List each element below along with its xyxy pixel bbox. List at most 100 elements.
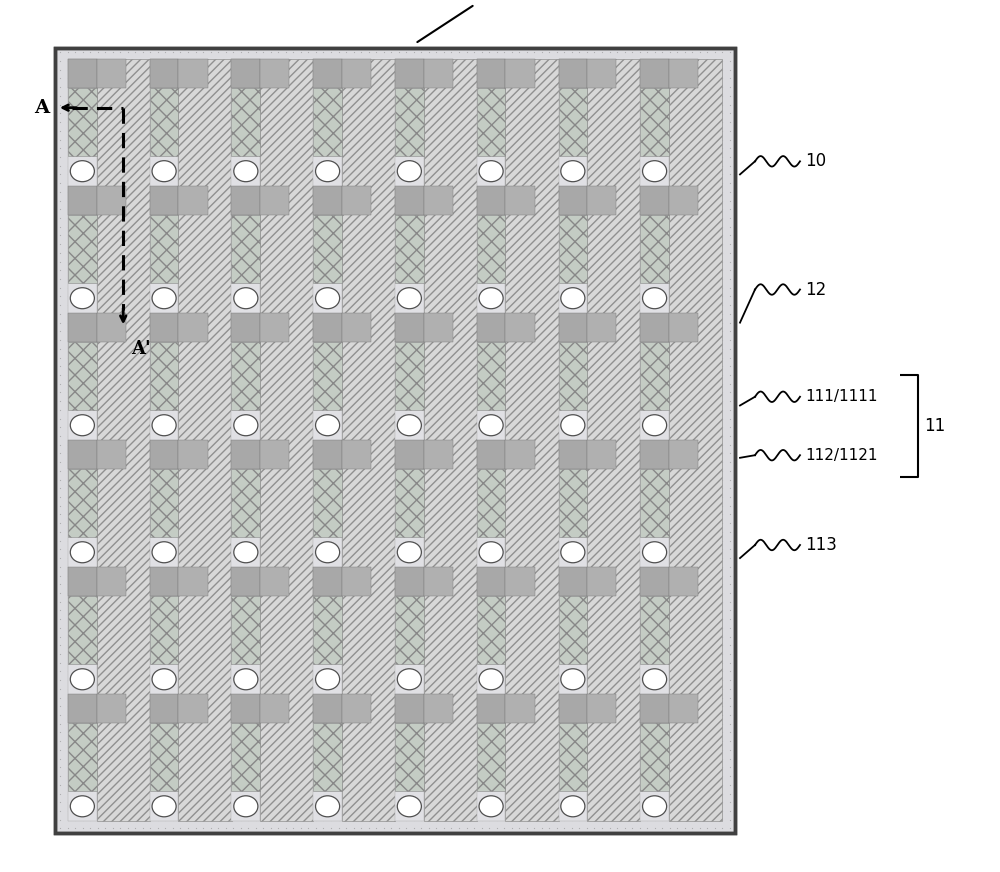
Point	[172, 80, 188, 94]
Point	[97, 194, 113, 208]
Point	[489, 656, 505, 670]
Point	[368, 394, 384, 408]
Point	[127, 464, 143, 478]
Point	[489, 281, 505, 295]
Point	[564, 115, 580, 129]
Point	[97, 141, 113, 155]
Point	[82, 586, 98, 600]
Point	[707, 403, 723, 417]
Point	[308, 446, 324, 460]
Point	[97, 290, 113, 303]
Point	[707, 141, 723, 155]
Point	[398, 481, 414, 495]
Point	[293, 194, 309, 208]
Point	[285, 324, 301, 338]
Bar	[395, 343, 424, 410]
Point	[105, 673, 121, 687]
Point	[632, 508, 648, 521]
Point	[722, 795, 738, 809]
Point	[97, 647, 113, 661]
Point	[609, 385, 625, 399]
Point	[331, 237, 347, 251]
Point	[459, 298, 475, 312]
Point	[647, 211, 663, 225]
Point	[571, 176, 587, 190]
Point	[632, 429, 648, 443]
Point	[150, 647, 166, 661]
Point	[564, 298, 580, 312]
Point	[684, 673, 700, 687]
Point	[714, 45, 730, 59]
Point	[255, 778, 271, 792]
Point	[331, 124, 347, 138]
Point	[90, 769, 106, 783]
Point	[586, 403, 602, 417]
Point	[323, 385, 339, 399]
Point	[225, 464, 241, 478]
Point	[571, 246, 587, 260]
Point	[519, 682, 535, 696]
Point	[526, 237, 542, 251]
Point	[233, 621, 249, 635]
Point	[684, 647, 700, 661]
Point	[203, 342, 219, 356]
Point	[609, 307, 625, 321]
Point	[684, 368, 700, 382]
Point	[255, 612, 271, 626]
Point	[714, 446, 730, 460]
Point	[609, 638, 625, 652]
Point	[188, 368, 204, 382]
Point	[142, 228, 158, 242]
Point	[714, 403, 730, 417]
Bar	[150, 440, 178, 469]
Point	[459, 621, 475, 635]
Point	[564, 490, 580, 504]
Point	[632, 769, 648, 783]
Point	[361, 141, 377, 155]
Point	[699, 787, 715, 800]
Point	[105, 45, 121, 59]
Point	[172, 385, 188, 399]
Point	[218, 752, 234, 766]
Point	[541, 359, 557, 373]
Point	[210, 316, 226, 330]
Point	[82, 220, 98, 234]
Point	[459, 612, 475, 626]
Point	[188, 429, 204, 443]
Point	[218, 438, 234, 452]
Point	[383, 638, 399, 652]
Point	[413, 272, 429, 286]
Point	[361, 159, 377, 173]
Point	[669, 603, 685, 617]
Point	[90, 115, 106, 129]
Point	[218, 255, 234, 269]
Point	[692, 621, 708, 635]
Point	[112, 342, 128, 356]
Point	[481, 787, 497, 800]
Bar	[178, 59, 208, 88]
Bar	[150, 313, 178, 343]
Point	[451, 516, 467, 530]
Point	[549, 577, 565, 591]
Point	[519, 734, 535, 748]
Point	[714, 621, 730, 635]
Point	[353, 351, 369, 364]
Point	[300, 508, 316, 521]
Point	[443, 385, 459, 399]
Point	[474, 429, 490, 443]
Point	[165, 394, 181, 408]
Point	[331, 80, 347, 94]
Point	[489, 412, 505, 426]
Point	[293, 429, 309, 443]
Point	[82, 691, 98, 705]
Point	[436, 804, 452, 818]
Point	[677, 630, 693, 644]
Point	[188, 804, 204, 818]
Point	[722, 351, 738, 364]
Point	[677, 237, 693, 251]
Point	[225, 351, 241, 364]
Point	[699, 246, 715, 260]
Point	[127, 98, 143, 112]
Point	[699, 630, 715, 644]
Point	[632, 534, 648, 548]
